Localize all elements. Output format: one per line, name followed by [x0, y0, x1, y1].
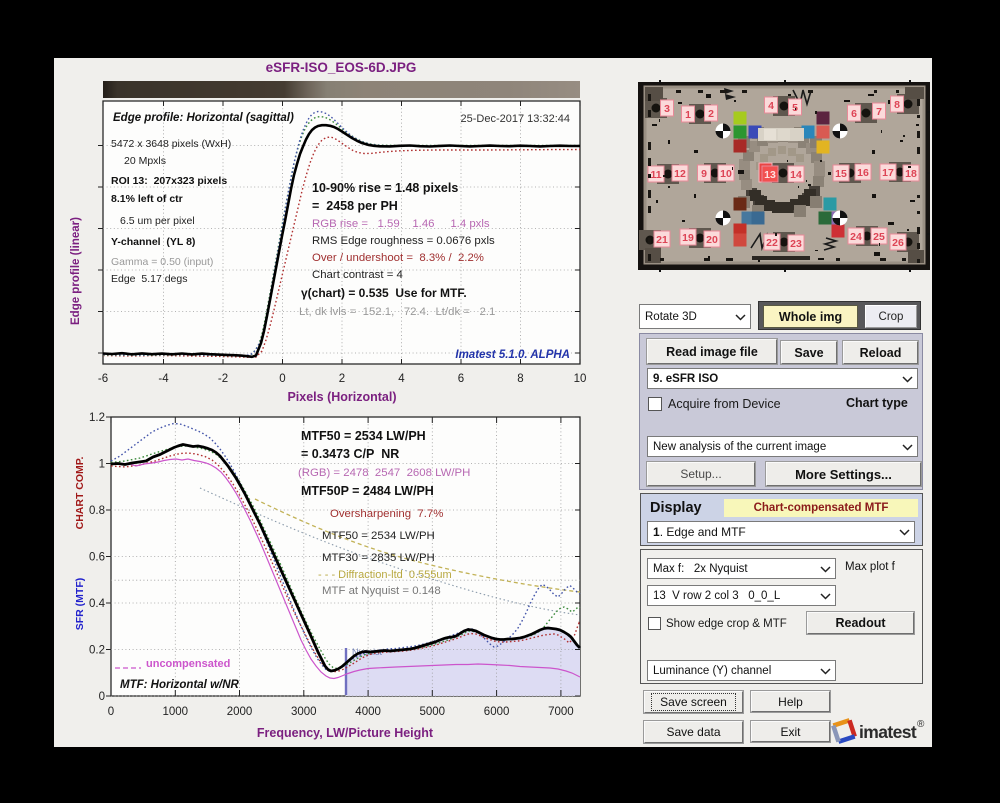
svg-text:0.6: 0.6: [89, 552, 105, 564]
svg-text:MTF30 = 2835 LW/PH: MTF30 = 2835 LW/PH: [322, 552, 435, 564]
svg-text:10: 10: [720, 168, 732, 180]
svg-text:18: 18: [905, 168, 917, 180]
svg-text:Pixels (Horizontal): Pixels (Horizontal): [287, 390, 396, 404]
svg-text:-4: -4: [158, 373, 169, 385]
svg-text:24: 24: [850, 231, 862, 243]
svg-text:21: 21: [656, 234, 668, 246]
svg-text:SFR (MTF): SFR (MTF): [74, 578, 86, 631]
svg-text:11: 11: [650, 169, 661, 181]
svg-text:0.8: 0.8: [89, 505, 105, 517]
svg-text:MTF: Horizontal w/NR: MTF: Horizontal w/NR: [120, 679, 240, 691]
svg-text:7: 7: [876, 106, 882, 118]
svg-text:4000: 4000: [355, 706, 381, 718]
svg-text:6: 6: [851, 108, 857, 120]
svg-text:Frequency, LW/Picture Height: Frequency, LW/Picture Height: [257, 726, 434, 740]
svg-text:1.2: 1.2: [89, 412, 105, 424]
svg-text:RMS Edge roughness = 0.0676 px: RMS Edge roughness = 0.0676 pxls: [312, 235, 495, 247]
svg-text:Oversharpening 7.7%: Oversharpening 7.7%: [330, 508, 443, 520]
svg-text:®: ®: [917, 719, 925, 730]
svg-text:3000: 3000: [291, 706, 317, 718]
svg-text:10-90% rise = 1.48 pixels: 10-90% rise = 1.48 pixels: [312, 181, 458, 195]
svg-text:Edge profile: Horizontal (sagi: Edge profile: Horizontal (sagittal): [113, 112, 294, 124]
svg-text:(RGB) = 2478 2547 2608 LW/PH: (RGB) = 2478 2547 2608 LW/PH: [298, 467, 470, 479]
svg-text:12: 12: [674, 168, 686, 180]
svg-text:Lt, dk lvls = 152.1, 72.4.: Lt, dk lvls = 152.1, 72.4. Lt/dk = 2.1: [299, 306, 495, 318]
svg-text:imatest: imatest: [859, 722, 917, 742]
svg-text:Over / undershoot = 8.3% / 2: Over / undershoot = 8.3% / 2.2%: [312, 252, 484, 264]
svg-text:0: 0: [108, 706, 114, 718]
svg-text:8: 8: [894, 99, 900, 111]
svg-text:uncompensated: uncompensated: [146, 658, 230, 670]
svg-text:5000: 5000: [420, 706, 446, 718]
svg-text:0.2: 0.2: [89, 645, 105, 657]
svg-text:1000: 1000: [163, 706, 189, 718]
svg-text:- - - Diffraction-ltd 0.555um: - - - Diffraction-ltd 0.555um: [318, 569, 452, 581]
svg-text:Edge 5.17 degs: Edge 5.17 degs: [111, 273, 187, 285]
svg-text:19: 19: [682, 232, 694, 244]
svg-text:6000: 6000: [484, 706, 510, 718]
svg-text:0.4: 0.4: [89, 598, 106, 610]
svg-text:-6: -6: [98, 373, 108, 385]
svg-text:MTF50P = 2484 LW/PH: MTF50P = 2484 LW/PH: [301, 484, 434, 498]
svg-text:-2: -2: [218, 373, 228, 385]
svg-text:6.5 um per pixel: 6.5 um per pixel: [120, 215, 195, 227]
svg-text:2000: 2000: [227, 706, 253, 718]
svg-text:4: 4: [398, 373, 405, 385]
svg-text:7000: 7000: [548, 706, 574, 718]
svg-text:25: 25: [873, 231, 885, 243]
svg-text:20 Mpxls: 20 Mpxls: [124, 155, 166, 167]
svg-text:MTF50 = 2534 LW/PH: MTF50 = 2534 LW/PH: [322, 530, 435, 542]
svg-text:2: 2: [339, 373, 345, 385]
svg-text:1: 1: [685, 109, 691, 121]
svg-text:13: 13: [764, 169, 776, 181]
svg-text:2: 2: [708, 108, 714, 120]
svg-text:22: 22: [766, 237, 778, 249]
svg-text:Chart contrast = 4: Chart contrast = 4: [312, 269, 403, 281]
svg-text:0: 0: [279, 373, 285, 385]
svg-text:14: 14: [790, 169, 802, 181]
svg-text:8.1% left of ctr: 8.1% left of ctr: [111, 193, 183, 205]
svg-text:CHART COMP.: CHART COMP.: [74, 457, 86, 530]
svg-text:= 2458 per PH: = 2458 per PH: [312, 199, 398, 213]
svg-text:Y-channel (YL 8): Y-channel (YL 8): [111, 236, 195, 248]
svg-text:16: 16: [857, 167, 869, 179]
svg-text:8: 8: [517, 373, 523, 385]
svg-text:5472 x 3648 pixels (WxH): 5472 x 3648 pixels (WxH): [111, 138, 231, 150]
svg-text:Edge profile (linear): Edge profile (linear): [70, 217, 82, 325]
svg-text:= 0.3473 C/P NR: = 0.3473 C/P NR: [301, 447, 399, 461]
svg-text:4: 4: [768, 100, 774, 112]
svg-text:26: 26: [892, 237, 904, 249]
svg-text:23: 23: [790, 238, 802, 250]
svg-text:9: 9: [701, 168, 707, 180]
svg-text:0: 0: [99, 691, 105, 703]
svg-text:MTF50 = 2534 LW/PH: MTF50 = 2534 LW/PH: [301, 429, 426, 443]
svg-text:Gamma = 0.50 (input): Gamma = 0.50 (input): [111, 256, 213, 268]
svg-text:6: 6: [458, 373, 464, 385]
svg-text:3: 3: [664, 103, 670, 115]
svg-text:RGB rise = 1.59 1.46: RGB rise = 1.59 1.46 1.4 pxls: [312, 218, 490, 230]
svg-text:15: 15: [835, 168, 847, 180]
svg-text:1: 1: [99, 459, 105, 471]
svg-text:25-Dec-2017 13:32:44: 25-Dec-2017 13:32:44: [461, 113, 570, 125]
svg-text:10: 10: [574, 373, 587, 385]
svg-text:17: 17: [882, 167, 894, 179]
svg-text:MTF at Nyquist = 0.148: MTF at Nyquist = 0.148: [322, 585, 441, 597]
svg-text:ROI 13: 207x323 pixels: ROI 13: 207x323 pixels: [111, 175, 227, 187]
svg-text:γ(chart) = 0.535 Use for MTF.: γ(chart) = 0.535 Use for MTF.: [301, 286, 467, 300]
svg-text:20: 20: [706, 234, 718, 246]
svg-text:Imatest 5.1.0. ALPHA: Imatest 5.1.0. ALPHA: [455, 349, 570, 361]
